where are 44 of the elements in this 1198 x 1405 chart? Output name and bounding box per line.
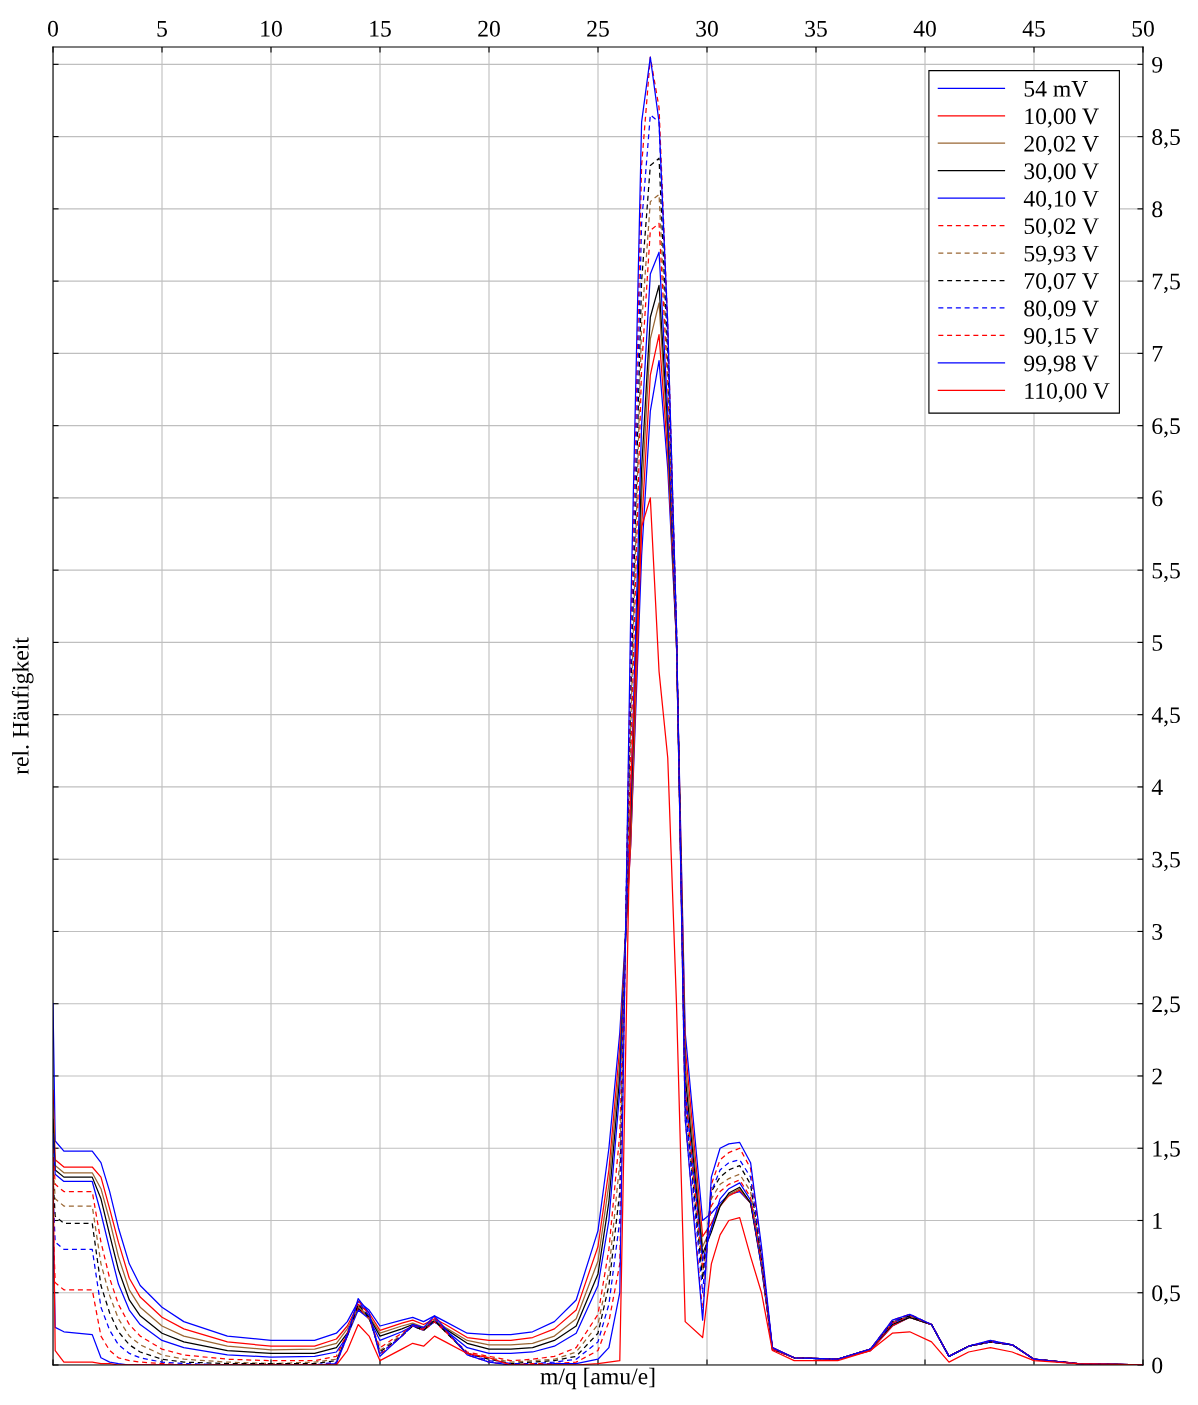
legend-label: 70,07 V	[1024, 273, 1099, 293]
x-tick-label: 45	[1022, 20, 1045, 37]
y-tick-label: 0	[1152, 1357, 1163, 1374]
x-tick-label: 50	[1132, 20, 1154, 37]
legend-label: 30,00 V	[1024, 163, 1099, 183]
x-tick-label: 0	[48, 20, 58, 37]
x-tick-label: 25	[587, 20, 609, 37]
y-tick-label: 3,5	[1152, 851, 1180, 872]
y-tick-label: 6,5	[1152, 418, 1180, 438]
legend-label: 59,93 V	[1024, 245, 1099, 265]
legend-label: 20,02 V	[1024, 135, 1099, 156]
x-tick-label: 35	[805, 20, 827, 37]
y-tick-label: 4,5	[1151, 707, 1180, 727]
y-axis-title: rel. Häufigkeit	[11, 637, 34, 775]
y-tick-label: 1,5	[1153, 1140, 1180, 1161]
legend-label: 110,00 V	[1025, 382, 1110, 403]
y-tick-label: 2,5	[1152, 996, 1180, 1016]
x-axis-title: m/q [amu/e]	[540, 1367, 655, 1390]
legend-label: 54 mV	[1024, 81, 1089, 97]
y-tick-label: 2	[1152, 1068, 1162, 1085]
x-tick-label: 15	[370, 20, 391, 37]
y-tick-label: 5,5	[1152, 562, 1180, 582]
y-tick-label: 7,5	[1152, 273, 1180, 293]
x-tick-label: 10	[261, 20, 282, 37]
x-tick-label: 40	[913, 20, 936, 37]
legend-label: 10,00 V	[1025, 108, 1099, 128]
y-tick-label: 6	[1152, 490, 1163, 507]
y-tick-label: 5	[1152, 635, 1163, 651]
x-tick-label: 20	[478, 20, 500, 37]
legend-label: 99,98 V	[1024, 355, 1099, 375]
y-tick-label: 4	[1151, 779, 1163, 796]
y-tick-label: 1	[1153, 1213, 1162, 1229]
y-tick-label: 9	[1152, 56, 1163, 73]
legend-label: 50,02 V	[1024, 218, 1099, 238]
x-tick-label: 5	[157, 20, 167, 37]
y-tick-label: 7	[1152, 346, 1163, 362]
y-tick-label: 8	[1152, 201, 1163, 218]
legend-label: 90,15 V	[1024, 328, 1099, 348]
legend-label: 80,09 V	[1024, 300, 1099, 320]
y-tick-label: 0,5	[1152, 1285, 1180, 1305]
y-tick-label: 8,5	[1152, 129, 1180, 149]
x-tick-label: 30	[696, 20, 718, 37]
y-tick-label: 3	[1152, 924, 1163, 940]
legend-label: 40,10 V	[1023, 190, 1099, 211]
